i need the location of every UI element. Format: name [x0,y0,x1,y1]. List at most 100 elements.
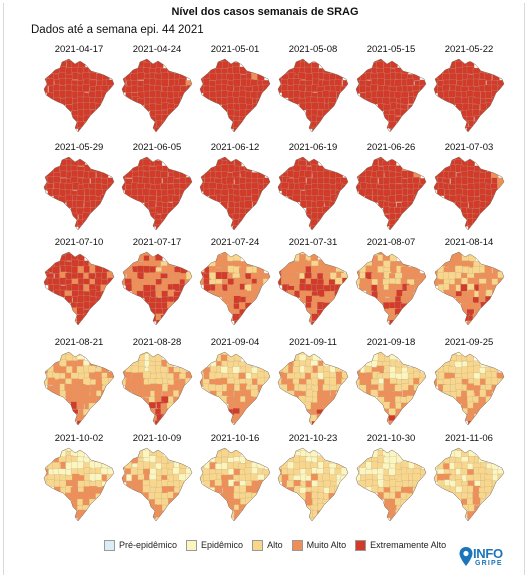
health-region-cell [245,402,253,411]
health-region-cell [400,109,409,117]
health-region-cell [160,314,169,323]
health-region-cell [160,171,168,179]
health-region-cell [65,96,73,105]
health-region-cell [388,467,397,476]
health-region-cell [142,371,151,379]
health-region-cell [311,188,320,197]
health-region-cell [180,96,188,105]
country-border [121,351,193,426]
health-region-cell [322,109,331,117]
health-region-cell [461,176,469,185]
health-region-cell [245,497,253,505]
health-region-cell [317,503,325,511]
health-region-cell [167,301,175,310]
health-region-cell [473,378,481,387]
health-region-cell [497,378,504,386]
health-region-cell [200,277,204,285]
country-border [355,156,427,231]
health-region-cell [340,467,348,476]
figure-title: Nível dos casos semanais de SRAG [171,6,359,18]
health-region-cell [185,182,192,191]
figure-subtitle: Dados até a semana epi. 44 2021 [31,24,204,36]
map-date-label: 2021-06-05 [132,142,182,153]
health-region-cell [454,462,462,470]
health-region-cell [89,109,98,118]
health-region-cell [484,486,493,494]
health-region-cell [107,277,114,285]
health-region-cell [310,265,319,274]
health-region-cell [317,510,325,519]
brazil-map [199,58,271,133]
health-region-cell [250,389,259,398]
health-region-cell [472,266,481,274]
health-region-cell [264,377,270,385]
health-region-cell [238,96,246,105]
health-region-cell [77,170,85,178]
health-region-cell [130,467,138,475]
health-region-cell [311,313,319,322]
health-region-cell [472,511,481,519]
health-region-cell [480,498,488,506]
health-region-cell [160,78,169,87]
health-region-cell [340,85,348,94]
legend-label: Muito Alto [306,540,347,550]
health-region-cell [491,391,500,399]
health-region-cell [286,450,294,458]
health-region-cell [454,450,463,459]
health-region-cell [107,182,114,191]
health-region-cell [388,121,397,129]
country-border [433,58,505,133]
legend-item: Epidêmico [186,539,243,551]
health-region-cell [70,115,78,123]
health-region-cell [292,194,301,203]
health-region-cell [304,314,313,323]
health-region-cell [298,384,307,392]
health-region-cell [401,383,410,391]
health-region-cell [370,97,379,105]
legend-swatch [186,539,198,551]
health-region-cell [376,78,385,87]
health-region-cell [448,171,456,179]
map-date-label: 2021-07-24 [210,237,260,248]
health-region-cell [454,265,463,274]
health-region-cell [64,295,73,304]
health-region-cell [88,259,97,267]
health-region-cell [341,378,348,386]
health-region-cell [252,102,260,111]
health-region-cell [310,473,319,481]
health-region-cell [473,413,482,422]
health-region-cell [383,90,391,98]
health-region-cell [179,461,187,470]
health-region-cell [438,371,446,380]
map-date-label: 2021-04-17 [54,44,104,55]
health-region-cell [142,485,151,494]
map-date-label: 2021-07-31 [288,237,338,248]
country-border [355,351,427,426]
health-region-cell [65,253,73,261]
health-region-cell [376,365,384,374]
legend-item: Extremamente Alto [355,539,446,551]
health-region-cell [406,284,415,293]
health-region-cell [233,295,242,304]
health-region-cell [184,279,192,287]
health-region-cell [154,510,163,518]
country-border [277,447,349,522]
country-border [433,447,505,522]
map-panel: 2021-08-28 [118,337,196,432]
health-region-cell [390,127,398,132]
brazil-map [43,58,115,133]
health-region-cell [148,200,156,209]
health-region-cell [328,90,337,99]
map-date-label: 2021-06-26 [366,142,416,153]
health-region-cell [226,96,235,105]
health-region-cell [47,455,55,463]
health-region-cell [364,354,373,363]
health-region-cell [256,91,265,99]
health-region-cell [167,108,176,116]
health-region-cell [131,283,140,291]
health-region-cell [394,79,403,88]
health-region-cell [396,313,404,322]
country-border [121,58,193,133]
map-panel: 2021-08-21 [40,337,118,432]
brazil-map [277,58,349,133]
